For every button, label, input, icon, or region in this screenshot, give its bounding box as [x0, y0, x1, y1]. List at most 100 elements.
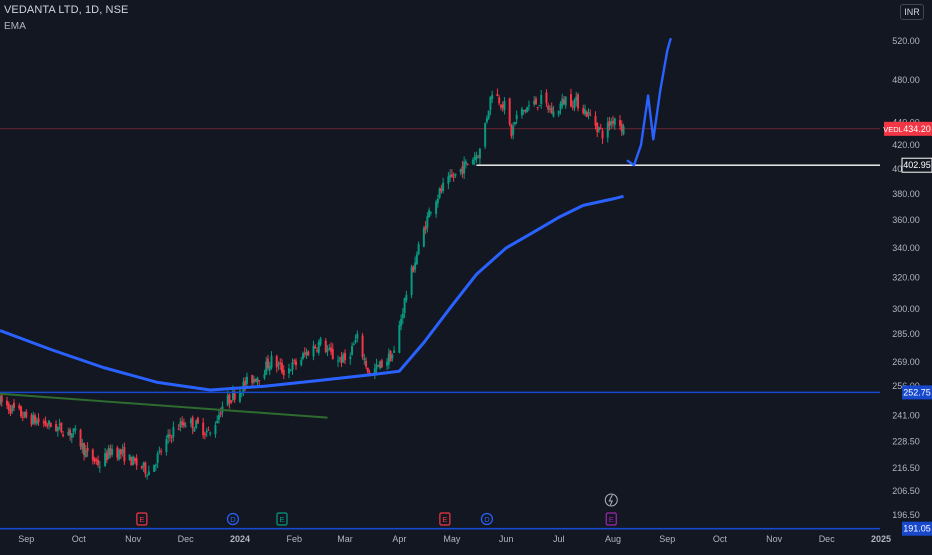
candle-body: [564, 96, 567, 106]
candle-body: [121, 449, 124, 453]
candle-body: [48, 420, 51, 425]
projection-path: [626, 37, 672, 167]
candle-body: [300, 359, 303, 366]
price-label-box: [902, 121, 932, 136]
y-tick-label: 241.00: [892, 411, 920, 421]
earnings-icon: [276, 512, 288, 526]
candle-body: [209, 432, 212, 434]
candle-body: [438, 188, 441, 198]
trend-line: [0, 392, 328, 419]
event-marker-label: E: [442, 515, 447, 524]
candle-body: [118, 450, 121, 460]
candle-body: [307, 351, 310, 356]
candle-body: [484, 123, 487, 147]
y-tick-label: 340.00: [892, 243, 920, 253]
indicator-label[interactable]: EMA: [4, 21, 26, 32]
candle-body: [337, 360, 340, 362]
candle-body: [119, 449, 122, 455]
candle-body: [377, 365, 380, 367]
currency-button[interactable]: INR: [900, 4, 924, 20]
earnings-marker[interactable]: E: [439, 512, 451, 526]
candle-body: [426, 216, 429, 228]
candle-body: [203, 433, 206, 436]
candle-body: [361, 335, 364, 358]
candle-body: [282, 370, 285, 376]
candle-body: [205, 431, 208, 433]
earnings-marker[interactable]: E: [605, 512, 617, 526]
candle-body: [181, 421, 184, 425]
candle-body: [49, 423, 52, 427]
candle-body: [0, 395, 3, 403]
candle-body: [287, 368, 290, 374]
candle-body: [400, 318, 403, 327]
candle-body: [422, 228, 425, 247]
candle-body: [196, 417, 199, 424]
dividend-marker[interactable]: D: [226, 512, 240, 526]
candle-body: [62, 434, 65, 437]
candle-body: [245, 376, 248, 384]
x-tick-label: Jun: [499, 534, 514, 544]
candle-body: [97, 459, 100, 466]
candle-body: [302, 353, 305, 359]
candle-body: [70, 433, 73, 438]
candle-body: [275, 356, 278, 368]
y-tick-label: 300.00: [892, 304, 920, 314]
candle-body: [344, 352, 347, 361]
candle-body: [464, 161, 467, 165]
candle-body: [251, 375, 254, 384]
candle-body: [589, 114, 592, 116]
y-tick-label: 380.00: [892, 189, 920, 199]
dividend-icon: [226, 512, 240, 526]
x-tick-label: Sep: [659, 534, 675, 544]
candle-body: [375, 364, 378, 369]
candle-body: [231, 391, 234, 401]
candle-body: [368, 372, 371, 374]
lightning-ring: [604, 493, 618, 507]
candle-body: [226, 395, 229, 406]
y-tick-label: 520.00: [892, 36, 920, 46]
x-tick-label: Nov: [766, 534, 783, 544]
candle-body: [9, 408, 12, 414]
candle-body: [158, 450, 161, 452]
x-tick-label: Mar: [337, 534, 353, 544]
candle-body: [34, 415, 37, 424]
event-marker-label: E: [139, 515, 144, 524]
earnings-marker[interactable]: E: [276, 512, 288, 526]
candle-body: [415, 254, 418, 265]
candle-body: [37, 418, 40, 423]
candle-body: [228, 394, 231, 404]
candle-body: [184, 425, 187, 427]
candle-body: [56, 427, 59, 432]
candle-body: [552, 111, 555, 117]
dividend-marker[interactable]: D: [480, 512, 494, 526]
x-tick-label: Dec: [178, 534, 195, 544]
candle-body: [314, 346, 317, 349]
candle-body: [410, 267, 413, 296]
x-tick-label: Apr: [392, 534, 406, 544]
candle-body: [351, 345, 354, 355]
candle-body: [454, 173, 457, 177]
candle-body: [352, 344, 355, 346]
candle-body: [463, 161, 466, 174]
earnings-icon: [605, 512, 617, 526]
price-label-text: 252.75: [903, 387, 931, 397]
candle-body: [72, 428, 75, 433]
candle-body: [526, 107, 529, 113]
candle-body: [23, 411, 26, 417]
y-tick-label: 216.50: [892, 463, 920, 473]
candle-body: [398, 324, 401, 353]
candle-body: [452, 176, 455, 178]
candle-body: [305, 351, 308, 356]
candle-body: [46, 424, 49, 427]
lightning-icon[interactable]: [604, 493, 618, 507]
candle-body: [240, 392, 243, 394]
candle-body: [510, 124, 513, 137]
candle-body: [303, 352, 306, 355]
candle-body: [496, 93, 499, 96]
event-marker-label: E: [609, 515, 614, 524]
candle-body: [83, 442, 86, 456]
x-tick-label: Sep: [18, 534, 34, 544]
earnings-marker[interactable]: E: [136, 512, 148, 526]
